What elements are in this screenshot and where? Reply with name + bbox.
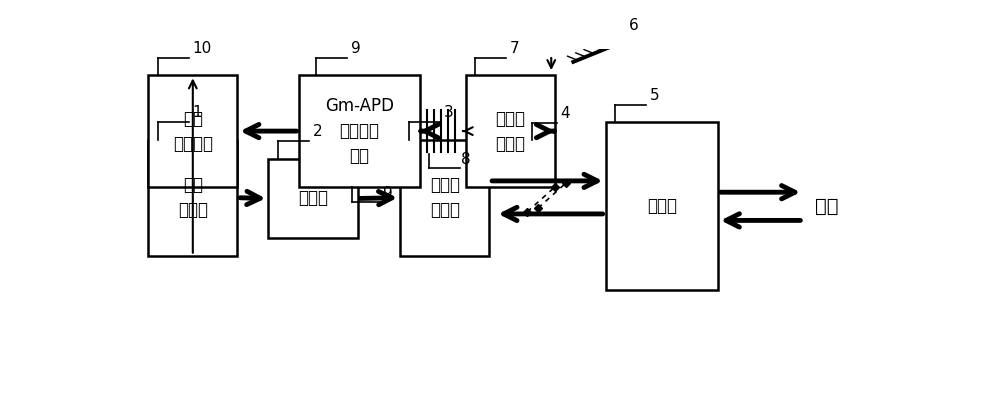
Text: 扫描器: 扫描器	[647, 197, 677, 215]
Text: 9: 9	[383, 186, 393, 201]
Bar	[466, 75, 555, 187]
Text: 激光器: 激光器	[298, 190, 328, 208]
Text: 7: 7	[510, 41, 520, 56]
Bar	[400, 140, 489, 256]
Text: 4: 4	[561, 106, 570, 121]
Text: 接收光
学系统: 接收光 学系统	[496, 109, 526, 153]
Text: 10: 10	[192, 41, 212, 56]
Text: 发射光
学系统: 发射光 学系统	[430, 176, 460, 219]
Bar	[268, 158, 358, 239]
Bar	[148, 75, 237, 187]
Bar	[606, 123, 718, 290]
Text: 9: 9	[351, 41, 361, 56]
Text: 5: 5	[650, 88, 659, 103]
Bar	[148, 140, 237, 256]
Text: Gm-APD
单光子探
测器: Gm-APD 单光子探 测器	[325, 97, 394, 165]
Text: 1: 1	[192, 105, 202, 120]
Text: 信号
发生器: 信号 发生器	[178, 176, 208, 219]
Text: 8: 8	[461, 153, 470, 167]
Text: 2: 2	[313, 124, 322, 139]
Text: 6: 6	[629, 18, 639, 33]
Text: 信号
处理模块: 信号 处理模块	[173, 109, 213, 153]
Text: 3: 3	[444, 105, 454, 120]
Text: 目标: 目标	[815, 197, 838, 216]
Bar	[299, 75, 420, 187]
